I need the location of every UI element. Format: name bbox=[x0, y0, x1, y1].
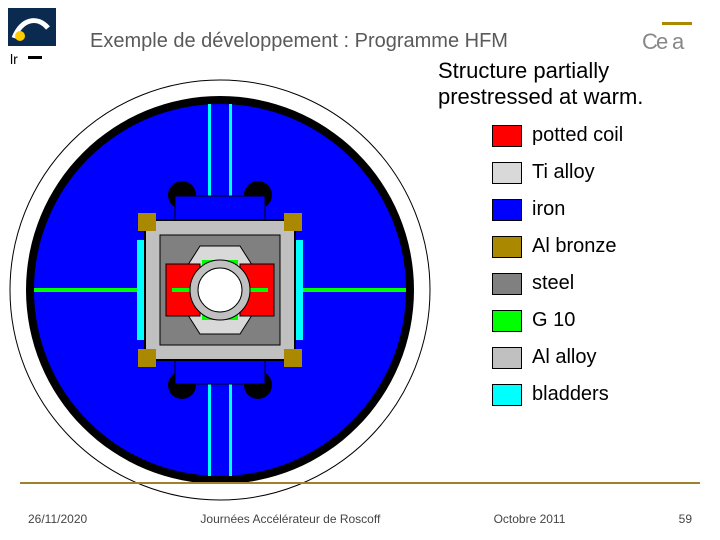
legend-swatch bbox=[492, 273, 522, 295]
subtitle-line-1: Structure partially bbox=[438, 58, 609, 83]
footer: 26/11/2020 Journées Accélérateur de Rosc… bbox=[0, 512, 720, 526]
slide-subtitle: Structure partially prestressed at warm. bbox=[438, 58, 643, 111]
legend-label: G 10 bbox=[532, 309, 575, 332]
legend: potted coil Ti alloy iron Al bronze steel G 1… bbox=[492, 124, 623, 420]
legend-row: Al bronze bbox=[492, 235, 623, 258]
legend-swatch bbox=[492, 347, 522, 369]
legend-label: steel bbox=[532, 272, 574, 295]
svg-text:e: e bbox=[656, 31, 668, 53]
cross-section-diagram bbox=[0, 50, 440, 480]
footer-date: 26/11/2020 bbox=[28, 512, 87, 526]
legend-row: Al alloy bbox=[492, 346, 623, 369]
legend-row: G 10 bbox=[492, 309, 623, 332]
legend-label: Al bronze bbox=[532, 235, 617, 258]
legend-swatch bbox=[492, 125, 522, 147]
legend-swatch bbox=[492, 199, 522, 221]
legend-swatch bbox=[492, 384, 522, 406]
legend-row: iron bbox=[492, 198, 623, 221]
legend-label: Ti alloy bbox=[532, 161, 595, 184]
legend-label: Al alloy bbox=[532, 346, 596, 369]
legend-label: bladders bbox=[532, 383, 609, 406]
legend-swatch bbox=[492, 310, 522, 332]
svg-text:a: a bbox=[672, 31, 685, 53]
legend-row: Ti alloy bbox=[492, 161, 623, 184]
subtitle-line-2: prestressed at warm. bbox=[438, 84, 643, 109]
footer-right1: Octobre 2011 bbox=[494, 512, 566, 526]
legend-row: steel bbox=[492, 272, 623, 295]
footer-rule bbox=[20, 482, 700, 484]
logo-right: C e a bbox=[642, 22, 692, 58]
legend-swatch bbox=[492, 162, 522, 184]
footer-page: 59 bbox=[679, 512, 692, 526]
legend-row: potted coil bbox=[492, 124, 623, 147]
legend-label: potted coil bbox=[532, 124, 623, 147]
legend-row: bladders bbox=[492, 383, 623, 406]
footer-center: Journées Accélérateur de Roscoff bbox=[200, 512, 380, 526]
legend-label: iron bbox=[532, 198, 565, 221]
legend-swatch bbox=[492, 236, 522, 258]
